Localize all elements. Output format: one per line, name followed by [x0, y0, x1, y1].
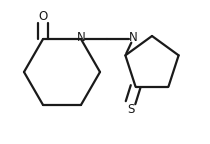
Text: O: O: [38, 10, 48, 23]
Text: N: N: [129, 31, 137, 44]
Text: S: S: [127, 103, 134, 116]
Text: N: N: [77, 31, 85, 44]
